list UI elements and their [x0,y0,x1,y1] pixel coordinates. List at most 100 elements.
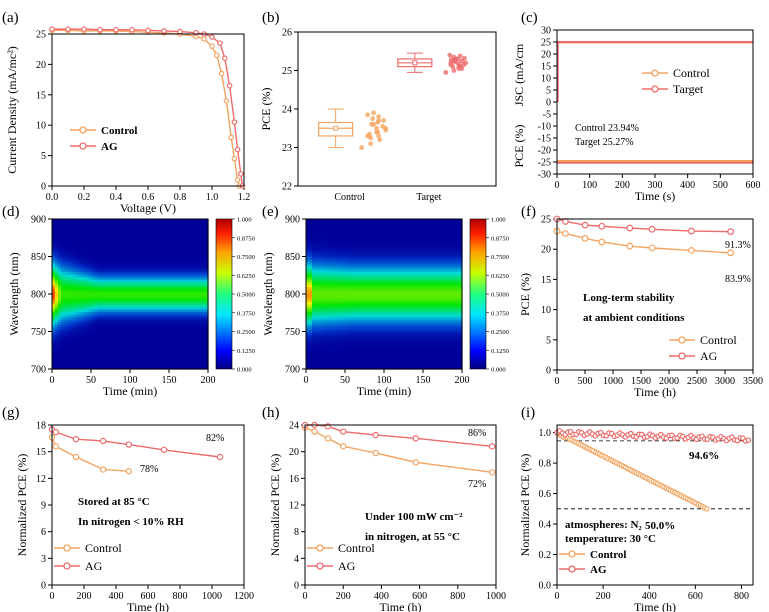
heatmap-cell [139,256,143,260]
heatmap-cell [121,271,125,275]
heatmap-cell [76,309,80,313]
heatmap-cell [199,226,203,230]
heatmap-cell [103,291,107,295]
heatmap-cell [190,306,194,310]
heatmap-cell [106,234,110,238]
heatmap-cell [315,324,319,328]
heatmap-cell [160,346,164,350]
heatmap-cell [139,321,143,325]
heatmap-cell [187,331,191,335]
heatmap-cell [106,289,110,293]
heatmap-cell [124,331,128,335]
heatmap-cell [106,366,110,370]
heatmap-cell [321,231,325,235]
heatmap-cell [67,249,71,253]
heatmap-cell [124,364,128,368]
heatmap-cell [121,326,125,330]
series-ag-point [145,27,151,34]
heatmap-cell [163,341,167,345]
heatmap-cell [127,246,131,250]
heatmap-cell [202,316,206,320]
heatmap-cell [52,336,56,340]
heatmap-cell [88,356,92,360]
heatmap-cell [91,304,95,308]
heatmap-cell [348,336,352,340]
heatmap-cell [363,356,367,360]
heatmap-cell [351,284,355,288]
heatmap-cell [351,339,355,343]
heatmap-cell [79,319,83,323]
heatmap-cell [369,289,373,293]
heatmap-cell [178,274,182,278]
heatmap-cell [148,329,152,333]
heatmap-cell [324,291,328,295]
heatmap-cell [354,289,358,293]
heatmap-cell [94,219,98,223]
heatmap-cell [76,239,80,243]
heatmap-cell [97,281,101,285]
heatmap-cell [82,314,86,318]
heatmap-cell [142,236,146,240]
heatmap-cell [124,339,128,343]
heatmap-cell [318,359,322,363]
heatmap-cell [324,336,328,340]
heatmap-cell [369,311,373,315]
heatmap-cell [91,366,95,370]
heatmap-cell [127,339,131,343]
heatmap-cell [381,316,385,320]
heatmap-cell [82,219,86,223]
heatmap-cell [82,304,86,308]
heatmap-cell [381,311,385,315]
heatmap-cell [52,281,56,285]
heatmap-cell [109,356,113,360]
heatmap-cell [166,311,170,315]
heatmap-cell [151,224,155,228]
heatmap-cell [366,279,370,283]
heatmap-cell [166,274,170,278]
heatmap-cell [166,276,170,280]
heatmap-cell [169,244,173,248]
heatmap-cell [202,284,206,288]
heatmap-cell [336,286,340,290]
heatmap-cell [61,244,65,248]
heatmap-cell [163,366,167,370]
heatmap-cell [357,244,361,248]
heatmap-cell [127,221,131,225]
heatmap-cell [357,264,361,268]
heatmap-cell [91,264,95,268]
heatmap-cell [318,256,322,260]
heatmap-cell [193,359,197,363]
heatmap-cell [70,321,74,325]
heatmap-cell [115,231,119,235]
heatmap-cell [157,274,161,278]
heatmap-cell [381,246,385,250]
heatmap-cell [154,334,158,338]
heatmap-cell [330,271,334,275]
heatmap-cell [142,229,146,233]
heatmap-cell [178,291,182,295]
heatmap-cell [357,224,361,228]
heatmap-cell [199,299,203,303]
heatmap-cell [327,254,331,258]
heatmap-cell [193,324,197,328]
heatmap-cell [67,319,71,323]
heatmap-cell [76,236,80,240]
y-tick-label: 23 [282,143,292,154]
heatmap-cell [85,279,89,283]
heatmap-cell [139,346,143,350]
heatmap-cell [336,281,340,285]
heatmap-cell [64,259,68,263]
heatmap-cell [136,304,140,308]
heatmap-cell [363,289,367,293]
heatmap-cell [193,306,197,310]
heatmap-cell [366,304,370,308]
heatmap-cell [321,346,325,350]
heatmap-cell [205,326,209,330]
heatmap-cell [384,309,388,313]
heatmap-cell [64,296,68,300]
heatmap-cell [342,269,346,273]
heatmap-cell [378,284,382,288]
heatmap-cell [118,326,122,330]
heatmap-cell [58,296,62,300]
heatmap-cell [318,319,322,323]
